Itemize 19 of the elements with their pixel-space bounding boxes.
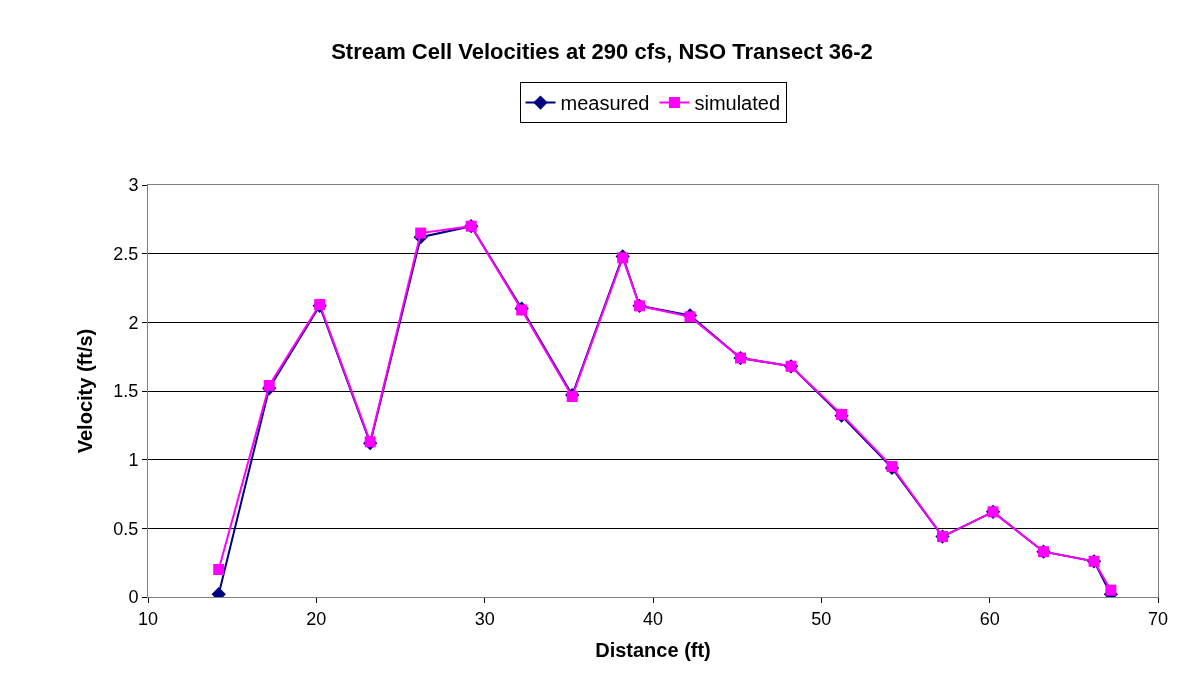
y-tick-label: 0.5 [113,518,139,539]
y-tick-label: 2.5 [113,243,139,264]
chart-title: Stream Cell Velocities at 290 cfs, NSO Transect 36-2 [331,39,873,65]
y-tick-label: 0 [128,587,139,608]
x-axis-title: Distance (ft) [595,639,711,662]
y-tick-label: 2 [128,312,139,333]
legend-label: measured [560,92,650,115]
y-tick-label: 1.5 [113,381,139,402]
x-tick-label: 70 [1147,608,1169,629]
x-tick-label: 20 [306,608,327,629]
y-tick-label: 1 [128,449,139,470]
y-tick-label: 3 [128,175,139,196]
y-axis-title: Velocity (ft/s) [73,328,96,454]
x-tick-label: 60 [979,608,1000,629]
x-tick-label: 40 [642,608,664,629]
x-tick-label: 50 [811,608,832,629]
x-tick-label: 10 [137,608,159,629]
x-tick-label: 30 [474,608,495,629]
legend-label: simulated [694,92,781,115]
